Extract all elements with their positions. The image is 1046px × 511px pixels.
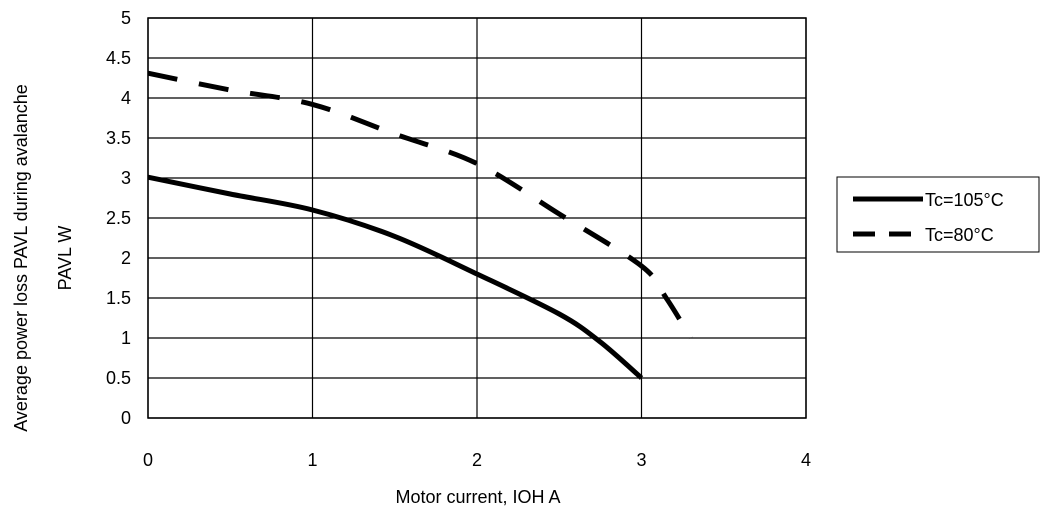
legend-label-tc105: Tc=105°C xyxy=(925,190,1004,210)
y-tick-label: 2.5 xyxy=(106,208,131,228)
y-tick-label: 3 xyxy=(121,168,131,188)
series-group xyxy=(147,70,693,380)
y-tick-label: 1 xyxy=(121,328,131,348)
y-tick-label: 2 xyxy=(121,248,131,268)
y-tick-label: 4.5 xyxy=(106,48,131,68)
y-axis-title-line1: Average power loss PAVL during avalanche xyxy=(11,84,31,432)
plot-frame xyxy=(147,17,807,419)
y-tick-label: 1.5 xyxy=(106,288,131,308)
series-line-tc80 xyxy=(147,70,693,340)
y-axis-title-line2: PAVL W xyxy=(55,226,75,291)
x-tick-label: 4 xyxy=(801,450,811,470)
legend: Tc=105°C Tc=80°C xyxy=(836,176,1040,253)
y-tick-label: 0 xyxy=(121,408,131,428)
y-tick-label: 0.5 xyxy=(106,368,131,388)
x-tick-label: 1 xyxy=(307,450,317,470)
legend-label-tc80: Tc=80°C xyxy=(925,225,994,245)
legend-box xyxy=(836,176,1040,253)
y-tick-label: 4 xyxy=(121,88,131,108)
y-tick-label: 5 xyxy=(121,8,131,28)
x-axis-title: Motor current, IOH A xyxy=(395,487,560,507)
y-tick-labels: 0 0.5 1 1.5 2 2.5 3 3.5 4 4.5 5 xyxy=(106,8,131,428)
x-tick-label: 2 xyxy=(472,450,482,470)
series-line-tc105 xyxy=(147,174,644,380)
x-tick-label: 0 xyxy=(143,450,153,470)
x-tick-label: 3 xyxy=(636,450,646,470)
y-tick-label: 3.5 xyxy=(106,128,131,148)
grid xyxy=(147,17,807,419)
x-tick-labels: 0 1 2 3 4 xyxy=(143,450,811,470)
